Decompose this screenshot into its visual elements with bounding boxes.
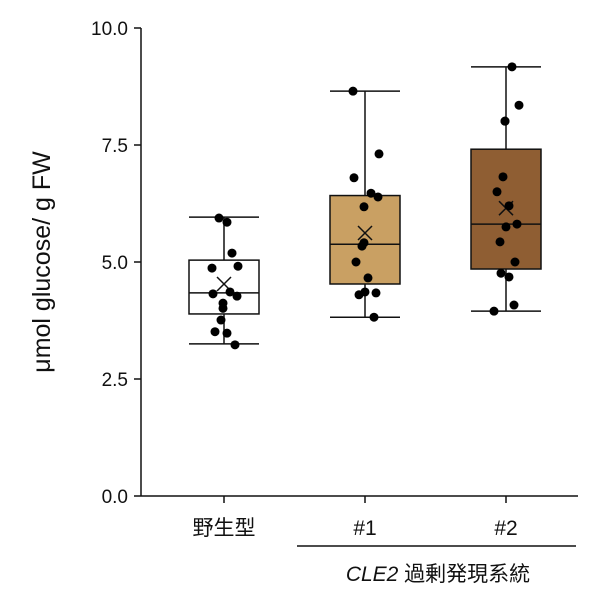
y-tick-label: 7.5 [102,136,128,157]
x-tick-label: #1 [353,517,376,540]
data-point [501,222,511,232]
data-point [363,273,373,283]
y-tick-label: 2.5 [102,370,128,391]
data-point [496,268,506,278]
data-point [225,287,235,297]
data-point [210,327,220,337]
box-group-3 [470,62,542,316]
data-point [218,303,228,313]
data-point [222,328,232,338]
data-point [492,187,502,197]
data-point [369,312,379,322]
data-point [371,288,381,298]
data-point [366,188,376,198]
data-point [510,257,520,267]
data-point [348,86,358,96]
data-point [507,62,517,72]
x-tick-label: #2 [494,517,517,540]
data-point [208,289,218,299]
data-point [359,202,369,212]
box-group-2 [329,86,401,322]
box-group-1 [188,213,260,350]
data-point [504,272,514,282]
data-point [500,116,510,126]
y-tick-label: 0.0 [102,487,128,508]
data-point [373,192,383,202]
data-point [222,217,232,227]
mean-marker [216,276,232,292]
data-point [214,213,224,223]
data-point [233,261,243,271]
data-point [354,290,364,300]
mean-marker [357,225,373,241]
data-point [232,291,242,301]
data-point [512,219,522,229]
data-point [489,306,499,316]
data-point [498,172,508,182]
x-tick-label: 野生型 [193,517,256,540]
y-axis-label: μmol glucose/ g FW [28,151,56,373]
group-label: CLE2 過剰発現系統 [346,563,530,586]
data-point [351,257,361,267]
data-point [495,237,505,247]
data-point [374,149,384,159]
y-tick-label: 5.0 [102,253,128,274]
data-point [504,201,514,211]
data-point [230,340,240,350]
data-point [216,315,226,325]
data-point [207,263,217,273]
data-point [514,100,524,110]
group-label-rest: 過剰発現系統 [398,563,530,586]
data-point [227,248,237,258]
data-point [349,173,359,183]
data-point [509,300,519,310]
group-label-italic: CLE2 [346,563,399,586]
data-point [357,241,367,251]
y-tick-label: 10.0 [91,19,128,40]
